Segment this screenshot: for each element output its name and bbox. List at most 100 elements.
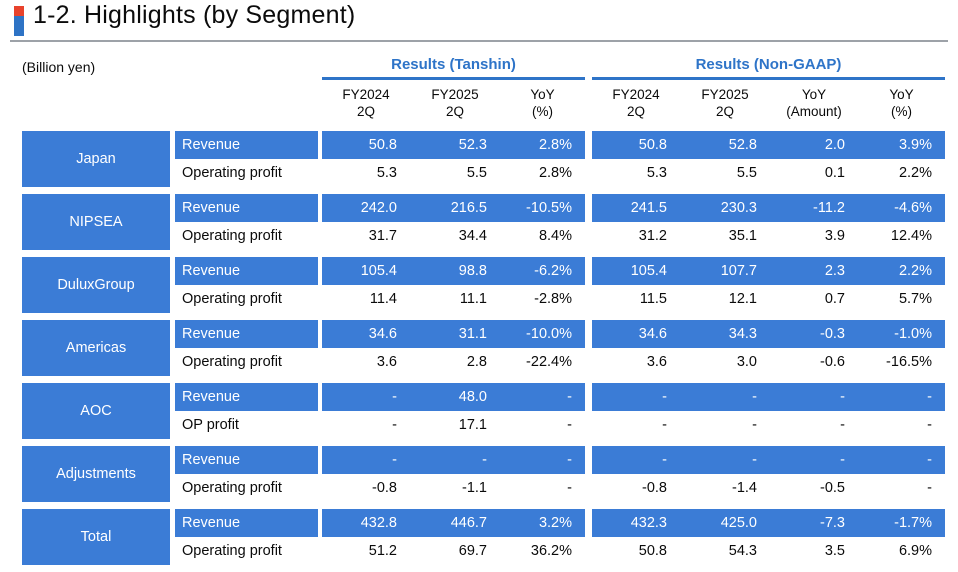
value-cell: -10.5% — [526, 200, 572, 216]
value-cell: 105.4 — [630, 263, 667, 279]
value-cell: 2.0 — [824, 137, 845, 153]
values-tanshin: 31.7 34.4 8.4% — [322, 222, 585, 250]
column-header-line2: 2Q — [356, 103, 375, 119]
value-cell: 52.8 — [728, 137, 757, 153]
row-label: OP profit — [182, 417, 239, 433]
row-label: Operating profit — [182, 354, 282, 370]
value-cell: 11.1 — [459, 291, 487, 307]
row-label: Revenue — [175, 383, 318, 411]
column-header: FY2025 2Q — [680, 87, 770, 120]
column-header-line1: YoY — [530, 87, 555, 102]
segment-block: Adjustments Revenue - - - - - - - Operating profi… — [22, 446, 945, 502]
row-label: Operating profit — [182, 165, 282, 181]
row-label: Operating profit — [182, 291, 282, 307]
value-cell: -10.0% — [526, 326, 572, 342]
value-cell: -0.8 — [372, 480, 397, 496]
value-cell: -7.3 — [820, 515, 845, 531]
row-label: Revenue — [175, 320, 318, 348]
value-cell: 34.6 — [638, 326, 667, 342]
value-cell: - — [662, 417, 667, 433]
values-nongaap: ---- — [592, 383, 945, 411]
value-cell: - — [752, 389, 757, 405]
segment-name: AOC — [22, 383, 170, 439]
column-headers-tanshin: FY2024 2Q FY2025 2Q YoY (%) — [322, 87, 585, 120]
value-cell: - — [392, 389, 397, 405]
values-nongaap: 105.4 107.7 2.3 2.2% — [592, 257, 945, 285]
segment-block: DuluxGroup Revenue 105.4 98.8 -6.2% 105.4 107.… — [22, 257, 945, 313]
table-row: Revenue 50.8 52.3 2.8% 50.8 52.8 2.0 3.9% — [175, 131, 945, 159]
value-cell: 2.2% — [898, 263, 932, 279]
value-cell: -4.6% — [894, 200, 932, 216]
value-cell: 12.1 — [728, 291, 757, 307]
page-title: 1-2. Highlights (by Segment) — [33, 1, 356, 29]
value-cell: 5.3 — [646, 165, 667, 181]
value-cell: 2.8 — [466, 354, 487, 370]
value-cell: 242.0 — [360, 200, 397, 216]
values-tanshin: --- — [322, 446, 585, 474]
value-cell: 50.8 — [638, 543, 667, 559]
row-label: Revenue — [175, 194, 318, 222]
value-cell: 98.8 — [458, 263, 487, 279]
value-cell: - — [927, 452, 932, 468]
row-label: Revenue — [175, 509, 318, 537]
value-cell: 432.8 — [360, 515, 397, 531]
value-cell: 52.3 — [458, 137, 487, 153]
table-row: Revenue 432.8 446.7 3.2% 432.3 425.0 -7.3 -1.7% — [175, 509, 945, 537]
value-cell: 34.4 — [458, 228, 487, 244]
value-cell: 3.5 — [824, 543, 845, 559]
value-cell: 3.6 — [646, 354, 667, 370]
segment-rows: Revenue 34.6 31.1 -10.0% 34.6 34.3 -0.3 -1.0% Op… — [175, 320, 945, 376]
column-header-line1: YoY — [889, 87, 914, 102]
segment-name: Total — [22, 509, 170, 565]
value-cell: -0.5 — [820, 480, 845, 496]
value-cell: 3.0 — [736, 354, 757, 370]
segment-rows: Revenue 432.8 446.7 3.2% 432.3 425.0 -7.3 -1.7%… — [175, 509, 945, 565]
value-cell: 107.7 — [720, 263, 757, 279]
values-tanshin: 34.6 31.1 -10.0% — [322, 320, 585, 348]
value-cell: - — [567, 480, 572, 496]
row-label: Operating profit — [182, 228, 282, 244]
value-cell: 3.2% — [538, 515, 572, 531]
values-tanshin: 105.4 98.8 -6.2% — [322, 257, 585, 285]
row-label: Revenue — [175, 131, 318, 159]
value-cell: 34.6 — [368, 326, 397, 342]
value-cell: - — [840, 417, 845, 433]
value-cell: 432.3 — [630, 515, 667, 531]
segment-name: Adjustments — [22, 446, 170, 502]
value-cell: - — [392, 452, 397, 468]
value-cell: 3.6 — [376, 354, 397, 370]
value-cell: - — [567, 452, 572, 468]
value-cell: - — [392, 417, 397, 433]
column-group-tanshin: Results (Tanshin) FY2024 2Q FY2025 2Q YoY (%) — [322, 55, 585, 120]
column-header: YoY (Amount) — [770, 87, 858, 120]
values-nongaap: 11.5 12.1 0.7 5.7% — [592, 285, 945, 313]
segment-rows: Revenue - - - - - - - Operating profit -0.8 -1.1- -… — [175, 446, 945, 502]
values-nongaap: ---- — [592, 446, 945, 474]
values-tanshin: 242.0 216.5 -10.5% — [322, 194, 585, 222]
values-tanshin: - 17.1 - — [322, 411, 585, 439]
value-cell: 216.5 — [450, 200, 487, 216]
value-cell: -1.7% — [894, 515, 932, 531]
value-cell: 241.5 — [630, 200, 667, 216]
value-cell: - — [662, 389, 667, 405]
value-cell: - — [927, 389, 932, 405]
value-cell: 105.4 — [360, 263, 397, 279]
value-cell: 425.0 — [720, 515, 757, 531]
table-row: Revenue 34.6 31.1 -10.0% 34.6 34.3 -0.3 -1.0% — [175, 320, 945, 348]
value-cell: - — [567, 389, 572, 405]
value-cell: 5.7% — [898, 291, 932, 307]
table-row: Operating profit 31.7 34.4 8.4% 31.2 35.1 3.9 1… — [175, 222, 945, 250]
value-cell: 34.3 — [728, 326, 757, 342]
value-cell: 31.2 — [638, 228, 667, 244]
column-header-line1: YoY — [801, 87, 827, 102]
table-row: Revenue 242.0 216.5 -10.5% 241.5 230.3 -11.2 -4… — [175, 194, 945, 222]
column-header-line2: (Amount) — [786, 103, 842, 119]
group-label-tanshin: Results (Tanshin) — [391, 56, 516, 73]
value-cell: 2.3 — [824, 263, 845, 279]
column-group-nongaap: Results (Non-GAAP) FY2024 2Q FY2025 2Q YoY (A… — [592, 55, 945, 120]
value-cell: - — [752, 417, 757, 433]
values-nongaap: 31.2 35.1 3.9 12.4% — [592, 222, 945, 250]
value-cell: 11.4 — [369, 291, 397, 307]
values-tanshin: 11.4 11.1 -2.8% — [322, 285, 585, 313]
